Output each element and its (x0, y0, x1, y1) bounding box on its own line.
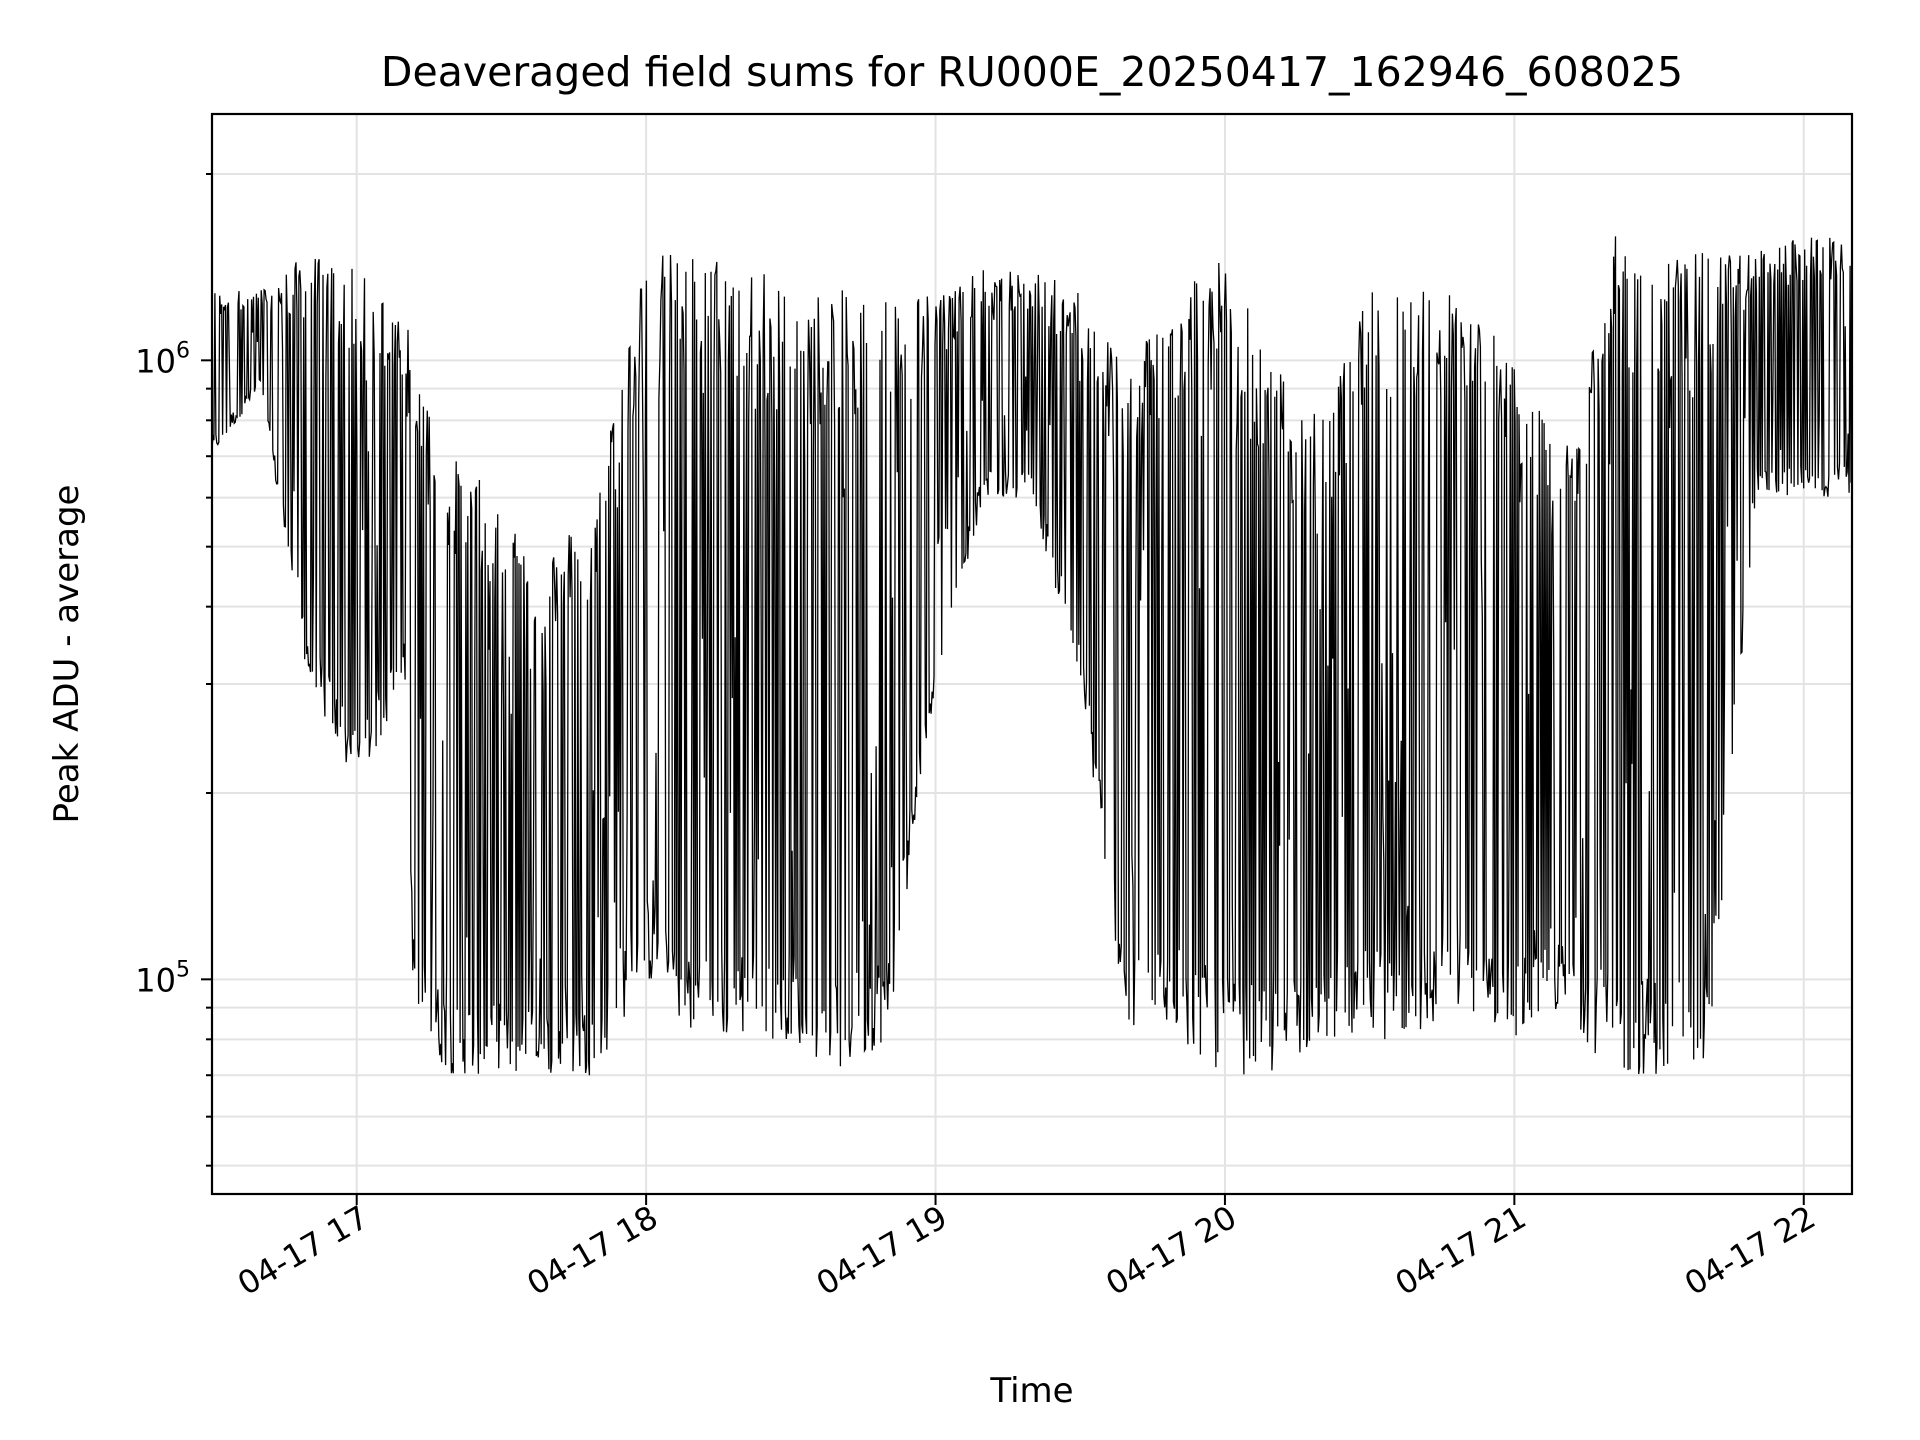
y-tick-label: 106 (135, 338, 190, 380)
plot-frame (210, 112, 1854, 1196)
y-tick-label: 105 (135, 957, 190, 999)
x-axis-label: Time (989, 1371, 1073, 1411)
series-layer (212, 236, 1852, 1076)
series-line (212, 236, 1852, 1076)
y-axis: 105 106 (135, 172, 212, 1167)
y-axis-label: Peak ADU - average (47, 485, 87, 824)
chart-title: Deaveraged field sums for RU000E_2025041… (381, 48, 1683, 96)
